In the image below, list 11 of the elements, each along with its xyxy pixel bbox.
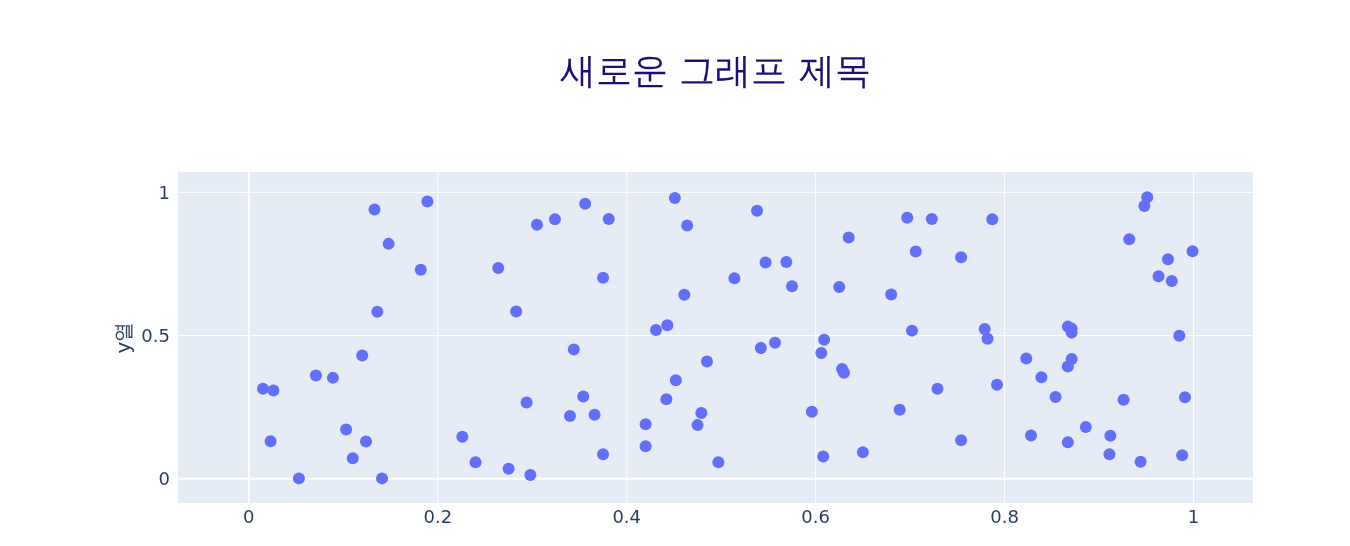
y-axis-title: y열 xyxy=(111,321,135,354)
x-tick-label: 0.6 xyxy=(801,506,830,527)
x-tick-label: 0 xyxy=(243,506,255,527)
x-tick-label: 0.4 xyxy=(612,506,642,527)
y-tick-label: 1 xyxy=(158,181,170,203)
chart-title: 새로운 그래프 제목 xyxy=(560,50,871,91)
y-tick-label: 0 xyxy=(158,467,170,489)
x-tick-label: 1 xyxy=(1187,506,1200,527)
x-tick-label: 0.8 xyxy=(990,506,1019,527)
y-tick-label: 0.5 xyxy=(141,324,170,346)
x-tick-label: 0.2 xyxy=(423,506,453,527)
